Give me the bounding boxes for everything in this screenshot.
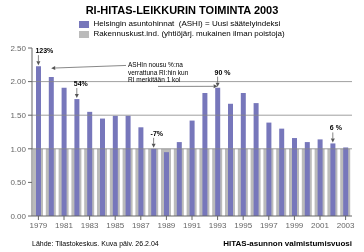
svg-text:1989: 1989 <box>158 221 176 230</box>
svg-text:2.50: 2.50 <box>10 44 26 53</box>
html-text:Lähde: Tilastokeskus. Kuva päi: Lähde: Tilastokeskus. Kuva päiv. 26.2.04 <box>32 239 159 247</box>
svg-text:2001: 2001 <box>311 221 329 230</box>
svg-text:1995: 1995 <box>234 221 252 230</box>
svg-text:1993: 1993 <box>209 221 227 230</box>
svg-text:0.50: 0.50 <box>10 178 26 187</box>
svg-text:2.00: 2.00 <box>10 77 26 86</box>
html-text:Rakennuskust.ind. (yhtiöjärj.: Rakennuskust.ind. (yhtiöjärj. mukainen i… <box>93 29 285 38</box>
svg-text:1.00: 1.00 <box>10 145 26 154</box>
svg-text:1991: 1991 <box>183 221 201 230</box>
svg-text:1983: 1983 <box>81 221 99 230</box>
svg-text:0.00: 0.00 <box>10 212 26 221</box>
svg-text:123%: 123% <box>35 47 54 54</box>
svg-text:ASHIn nousu %:naverrattuna RI:: ASHIn nousu %:naverrattuna RI:hin kunRI … <box>128 61 189 83</box>
svg-text:54%: 54% <box>74 80 89 87</box>
svg-text:1997: 1997 <box>260 221 278 230</box>
svg-text:6 %: 6 % <box>330 124 343 131</box>
svg-text:1.50: 1.50 <box>10 111 26 120</box>
svg-text:90 %: 90 % <box>215 69 232 76</box>
svg-text:2003: 2003 <box>337 221 355 230</box>
svg-text:1999: 1999 <box>286 221 304 230</box>
svg-text:1985: 1985 <box>106 221 124 230</box>
svg-text:1979: 1979 <box>30 221 48 230</box>
svg-text:1987: 1987 <box>132 221 150 230</box>
html-text:RI-HITAS-LEIKKURIN TOIMINTA 20: RI-HITAS-LEIKKURIN TOIMINTA 2003 <box>85 4 279 16</box>
html-text:HITAS-asunnon valmistumisvuosi: HITAS-asunnon valmistumisvuosi <box>223 238 352 248</box>
html-text:Helsingin asuntohinnat (ASHI): Helsingin asuntohinnat (ASHI) = Uusi sää… <box>93 19 281 28</box>
svg-text:-7%: -7% <box>151 130 164 137</box>
svg-text:1981: 1981 <box>55 221 73 230</box>
